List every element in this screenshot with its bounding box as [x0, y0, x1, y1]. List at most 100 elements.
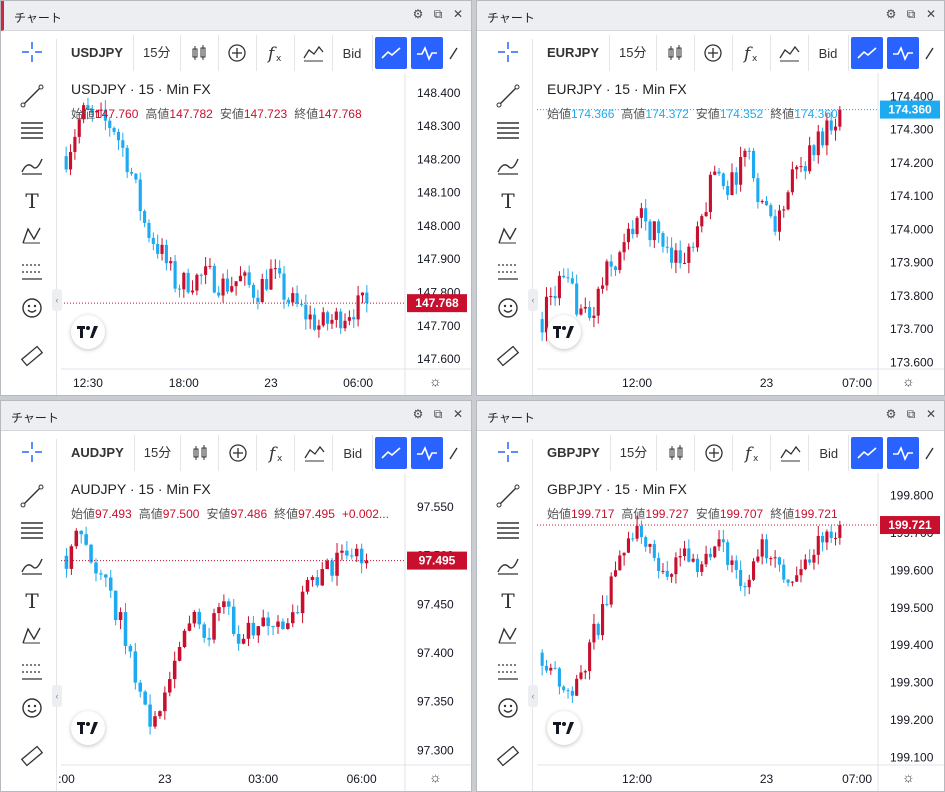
pulse-chart-button[interactable] — [887, 437, 920, 469]
line-chart-button[interactable] — [851, 437, 884, 469]
templates-button[interactable] — [295, 435, 334, 471]
emoji-icon[interactable] — [19, 295, 45, 321]
fib-lines-icon[interactable] — [495, 117, 521, 143]
text-icon[interactable]: T — [495, 587, 521, 613]
ruler-icon[interactable] — [19, 743, 45, 769]
popout-icon[interactable]: ⧉ — [906, 407, 916, 421]
compare-button[interactable] — [219, 435, 258, 471]
timeframe-button[interactable]: 15分 — [135, 435, 182, 471]
bid-button[interactable]: Bid — [809, 35, 849, 71]
line-chart-button[interactable] — [375, 437, 408, 469]
symbol-button[interactable]: AUDJPY — [61, 435, 135, 471]
candle-type-button[interactable] — [657, 435, 696, 471]
trend-line-icon[interactable] — [495, 483, 521, 509]
price-chart[interactable]: 148.400 148.300 148.200 148.100 148.000 147.9… — [1, 1, 472, 396]
prediction-icon[interactable] — [19, 659, 45, 685]
more-tools-icon[interactable] — [445, 435, 461, 471]
trend-line-icon[interactable] — [495, 83, 521, 109]
tradingview-logo[interactable] — [71, 711, 105, 745]
collapse-toolbar-handle[interactable]: ‹ — [528, 685, 538, 707]
popout-icon[interactable]: ⧉ — [433, 7, 443, 21]
close-icon[interactable]: ✕ — [452, 7, 464, 21]
symbol-button[interactable]: EURJPY — [537, 35, 611, 71]
emoji-icon[interactable] — [495, 295, 521, 321]
pattern-icon[interactable] — [19, 623, 45, 649]
crosshair-icon[interactable] — [19, 439, 45, 465]
collapse-toolbar-handle[interactable]: ‹ — [52, 289, 62, 311]
pattern-icon[interactable] — [495, 623, 521, 649]
fib-lines-icon[interactable] — [19, 517, 45, 543]
compare-button[interactable] — [695, 435, 734, 471]
close-icon[interactable]: ✕ — [925, 407, 937, 421]
candle-type-button[interactable] — [181, 435, 220, 471]
text-icon[interactable]: T — [19, 187, 45, 213]
brush-icon[interactable] — [495, 151, 521, 177]
compare-button[interactable] — [219, 35, 257, 71]
collapse-toolbar-handle[interactable]: ‹ — [52, 685, 62, 707]
crosshair-icon[interactable] — [19, 39, 45, 65]
price-chart[interactable]: 199.800199.700199.600199.500199.400199.3… — [477, 401, 945, 792]
pattern-icon[interactable] — [19, 223, 45, 249]
fib-lines-icon[interactable] — [19, 117, 45, 143]
bid-button[interactable]: Bid — [333, 35, 373, 71]
tradingview-logo[interactable] — [71, 315, 105, 349]
compare-button[interactable] — [695, 35, 733, 71]
collapse-toolbar-handle[interactable]: ‹ — [528, 289, 538, 311]
prediction-icon[interactable] — [495, 259, 521, 285]
close-icon[interactable]: ✕ — [452, 407, 464, 421]
bid-button[interactable]: Bid — [809, 435, 850, 471]
emoji-icon[interactable] — [495, 695, 521, 721]
ruler-icon[interactable] — [495, 343, 521, 369]
gear-icon[interactable]: ⚙ — [885, 7, 897, 21]
gear-icon[interactable]: ⚙ — [885, 407, 897, 421]
timeframe-button[interactable]: 15分 — [610, 35, 657, 71]
chart-panel-eurjpy[interactable]: チャート ⚙ ⧉ ✕ T EURJPY 15分 f x Bid 174.400 174.300 174.… — [476, 0, 945, 396]
crosshair-icon[interactable] — [495, 439, 521, 465]
brush-icon[interactable] — [19, 151, 45, 177]
popout-icon[interactable]: ⧉ — [433, 407, 443, 421]
fib-lines-icon[interactable] — [495, 517, 521, 543]
prediction-icon[interactable] — [495, 659, 521, 685]
panel-titlebar[interactable]: チャート ⚙ ⧉ ✕ — [477, 1, 944, 31]
prediction-icon[interactable] — [19, 259, 45, 285]
tradingview-logo[interactable] — [547, 711, 581, 745]
pulse-chart-button[interactable] — [410, 37, 443, 69]
gear-icon[interactable]: ⚙ — [412, 407, 424, 421]
popout-icon[interactable]: ⧉ — [906, 7, 916, 21]
candle-type-button[interactable] — [657, 35, 695, 71]
pulse-chart-button[interactable] — [411, 437, 444, 469]
chart-settings-icon[interactable]: ☼ — [902, 373, 915, 389]
chart-panel-gbpjpy[interactable]: チャート⚙⧉✕TGBPJPY15分fxBid199.800199.700199.… — [476, 400, 945, 792]
brush-icon[interactable] — [19, 551, 45, 577]
more-tools-icon[interactable] — [921, 35, 937, 71]
bid-button[interactable]: Bid — [333, 435, 374, 471]
price-chart[interactable]: 97.550 97.500 97.450 97.400 97.350 97.300 97.4… — [1, 401, 472, 792]
line-chart-button[interactable] — [374, 37, 407, 69]
timeframe-button[interactable]: 15分 — [611, 435, 658, 471]
templates-button[interactable] — [771, 35, 809, 71]
chart-panel-usdjpy[interactable]: チャート ⚙ ⧉ ✕ T USDJPY 15分 f x Bid 148.400 148.300 148.… — [0, 0, 472, 396]
symbol-button[interactable]: GBPJPY — [537, 435, 611, 471]
timeframe-button[interactable]: 15分 — [134, 35, 181, 71]
line-chart-button[interactable] — [850, 37, 883, 69]
chart-settings-icon[interactable]: ☼ — [429, 373, 442, 389]
trend-line-icon[interactable] — [19, 483, 45, 509]
text-icon[interactable]: T — [495, 187, 521, 213]
price-chart[interactable]: 174.400 174.300 174.200 174.100 174.000 173.9… — [477, 1, 945, 396]
panel-titlebar[interactable]: チャート ⚙ ⧉ ✕ — [1, 1, 471, 31]
symbol-button[interactable]: USDJPY — [61, 35, 135, 71]
chart-settings-icon[interactable]: ☼ — [902, 769, 915, 785]
ruler-icon[interactable] — [19, 343, 45, 369]
panel-titlebar[interactable]: チャート ⚙ ⧉ ✕ — [1, 401, 471, 431]
pattern-icon[interactable] — [495, 223, 521, 249]
chart-settings-icon[interactable]: ☼ — [429, 769, 442, 785]
tradingview-logo[interactable] — [547, 315, 581, 349]
gear-icon[interactable]: ⚙ — [412, 7, 424, 21]
crosshair-icon[interactable] — [495, 39, 521, 65]
more-tools-icon[interactable] — [921, 435, 937, 471]
brush-icon[interactable] — [495, 551, 521, 577]
